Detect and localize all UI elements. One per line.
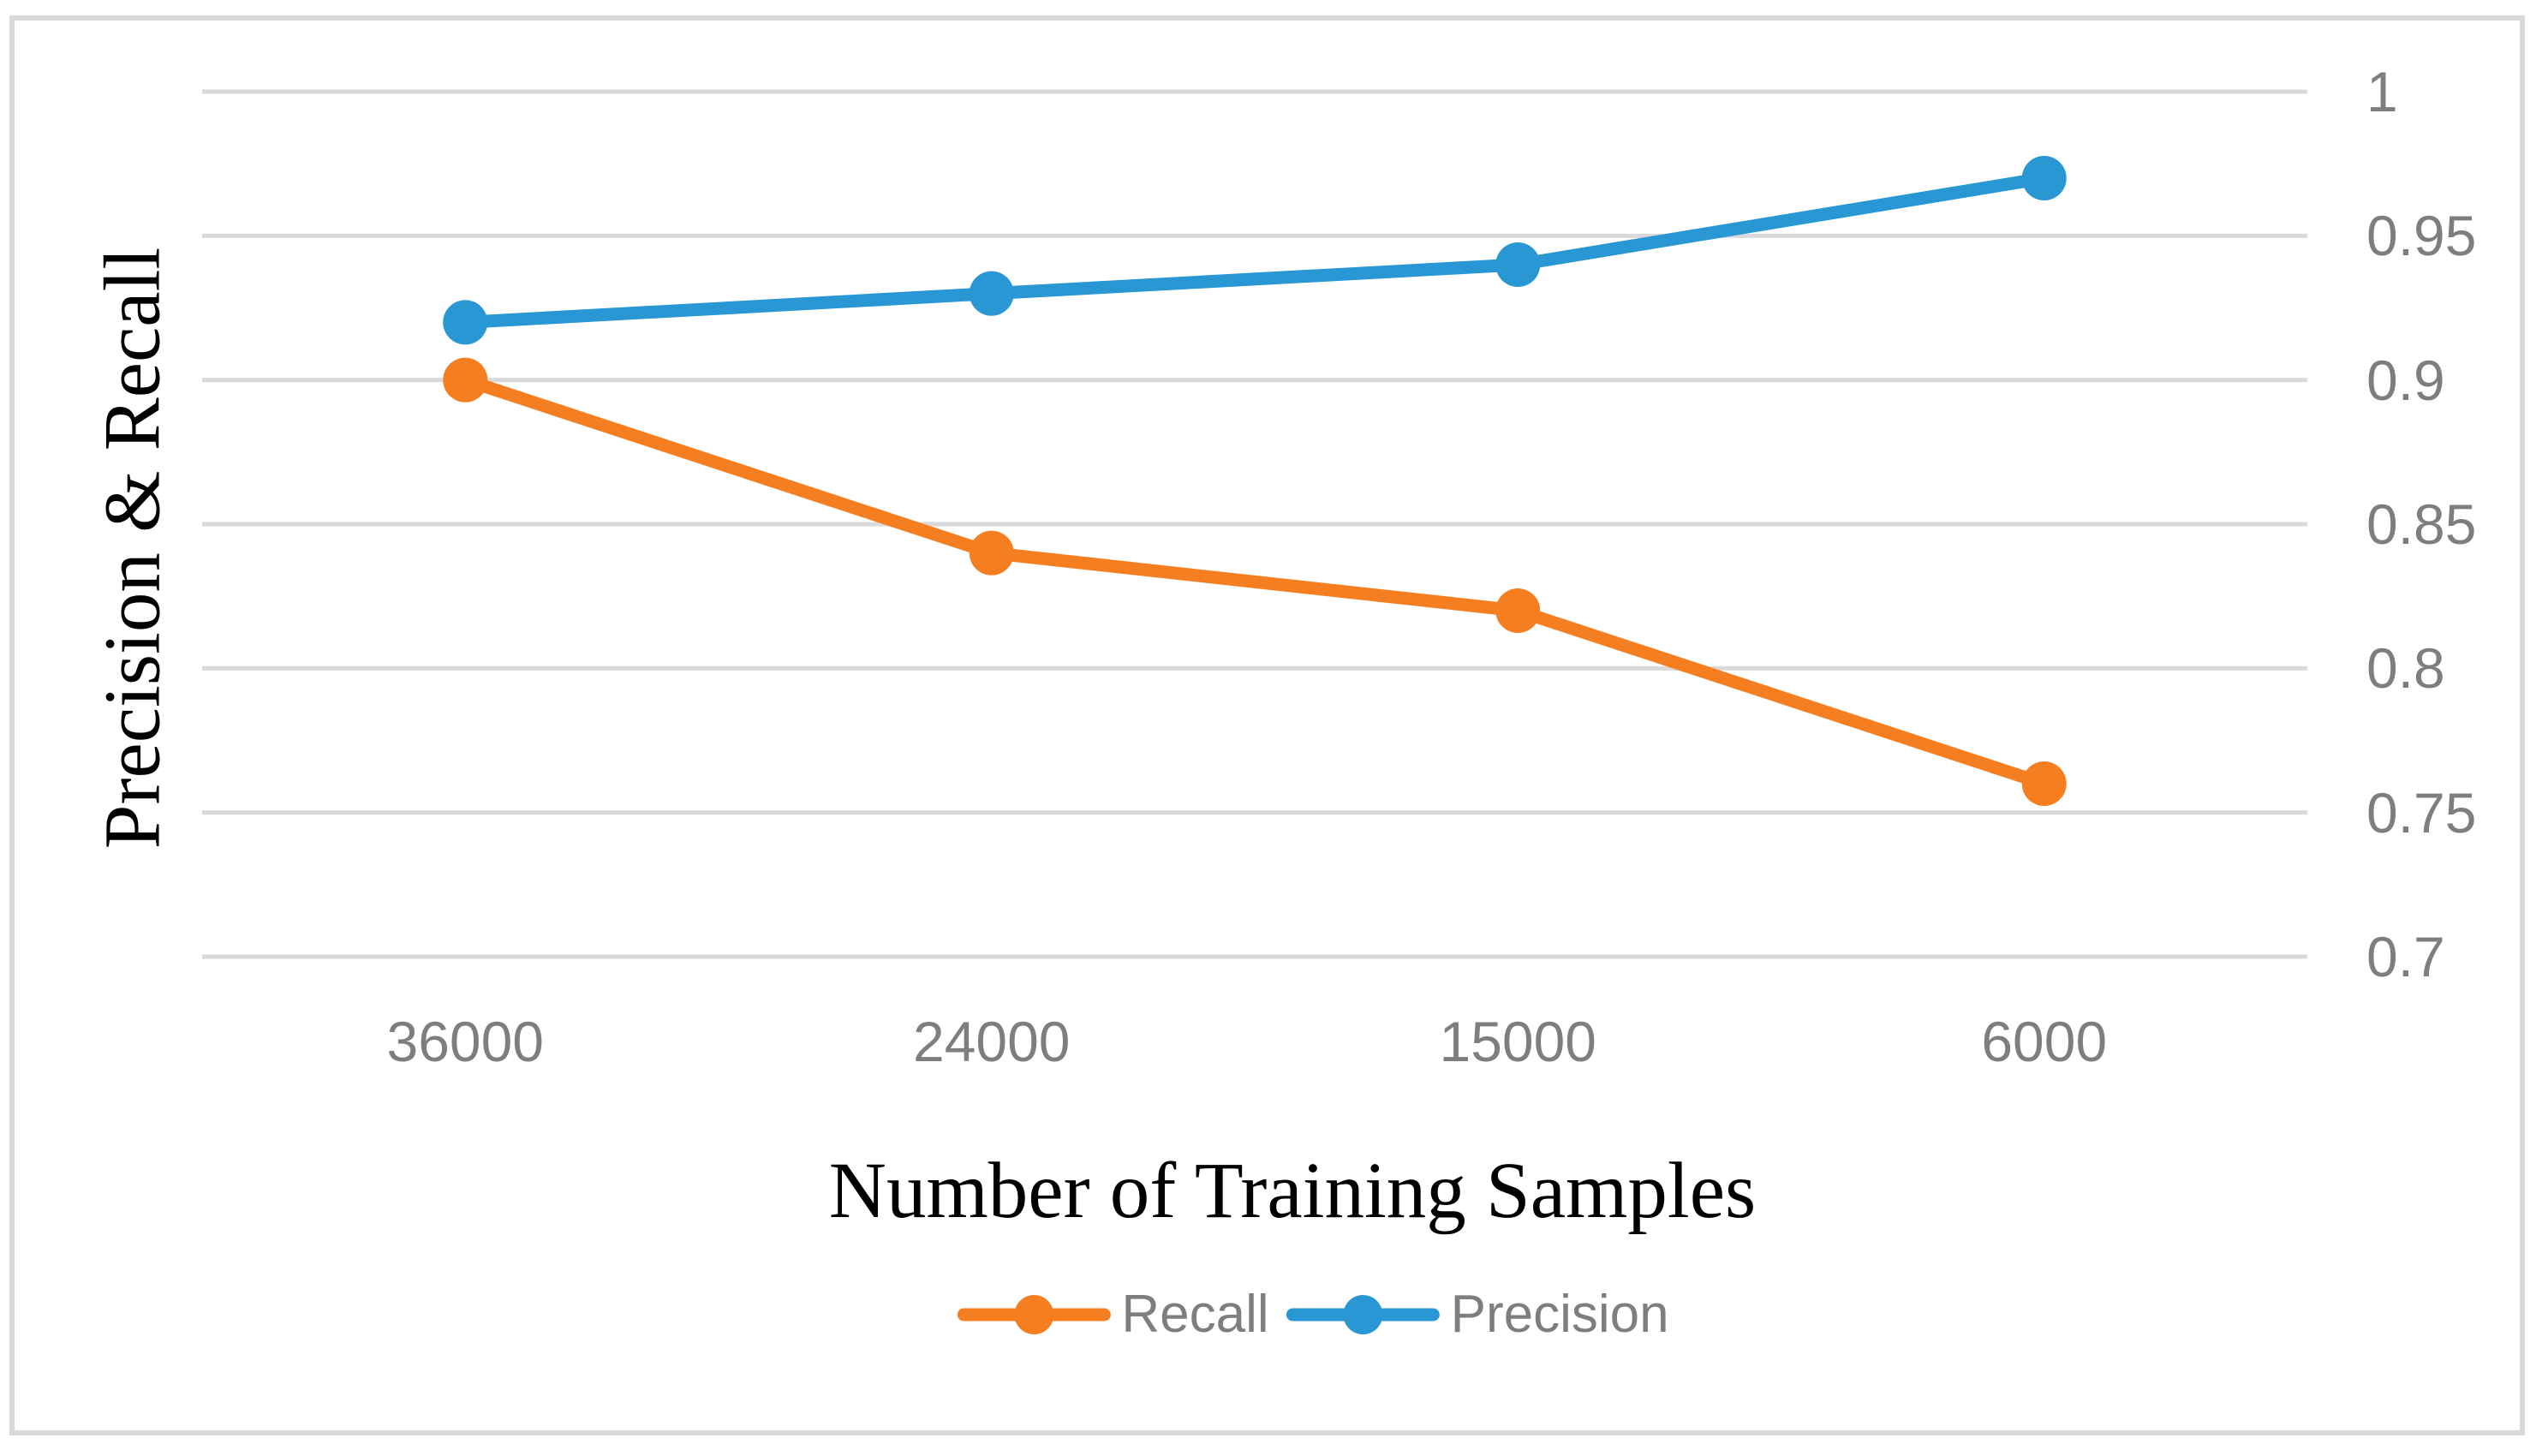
series-line-precision	[458, 171, 2051, 329]
series-line-recall	[458, 373, 2051, 791]
y-axis-title: Precision & Recall	[88, 247, 177, 850]
legend-item-precision: Precision	[1286, 1280, 1669, 1349]
legend: Recall Precision	[957, 1280, 1669, 1349]
x-tick-label: 15000	[1439, 1010, 1597, 1073]
x-tick-label: 36000	[386, 1010, 545, 1073]
data-point-precision	[443, 300, 488, 345]
data-point-recall	[969, 530, 1014, 576]
legend-label: Recall	[1121, 1285, 1269, 1344]
y-tick-label: 0.8	[2366, 636, 2445, 701]
y-tick-label: 0.75	[2366, 780, 2477, 844]
data-point-recall	[1495, 588, 1541, 633]
y-tick-label: 0.95	[2366, 204, 2477, 268]
x-axis-title: Number of Training Samples	[828, 1147, 1757, 1235]
data-point-recall	[443, 357, 488, 403]
legend-marker-icon	[1286, 1295, 1441, 1334]
y-tick-label: 0.9	[2366, 348, 2445, 412]
x-tick-label: 24000	[912, 1010, 1071, 1073]
data-point-precision	[969, 271, 1014, 316]
legend-marker-icon	[957, 1295, 1111, 1334]
y-tick-label: 1	[2366, 60, 2398, 123]
x-tick-label: 6000	[1981, 1010, 2108, 1073]
data-point-recall	[2021, 761, 2067, 806]
legend-label: Precision	[1450, 1285, 1669, 1344]
legend-item-recall: Recall	[957, 1280, 1269, 1349]
data-point-precision	[2021, 156, 2067, 200]
y-tick-label: 0.7	[2366, 925, 2445, 988]
data-point-precision	[1495, 242, 1541, 287]
y-tick-label: 0.85	[2366, 492, 2477, 556]
